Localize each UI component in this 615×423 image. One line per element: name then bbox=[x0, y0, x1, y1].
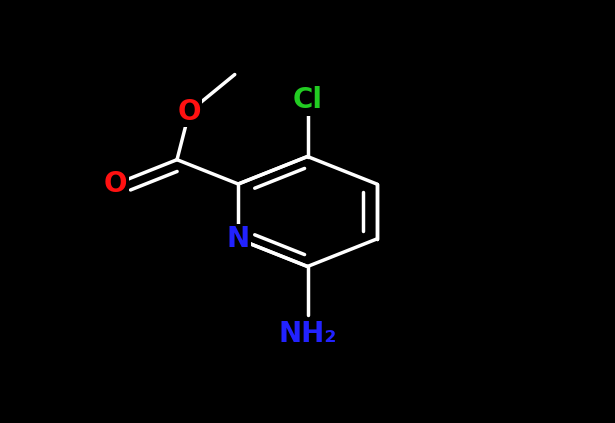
Text: O: O bbox=[178, 98, 201, 126]
Text: NH₂: NH₂ bbox=[279, 320, 336, 348]
Text: Cl: Cl bbox=[293, 86, 322, 114]
Text: N: N bbox=[227, 225, 250, 253]
Text: O: O bbox=[104, 170, 127, 198]
